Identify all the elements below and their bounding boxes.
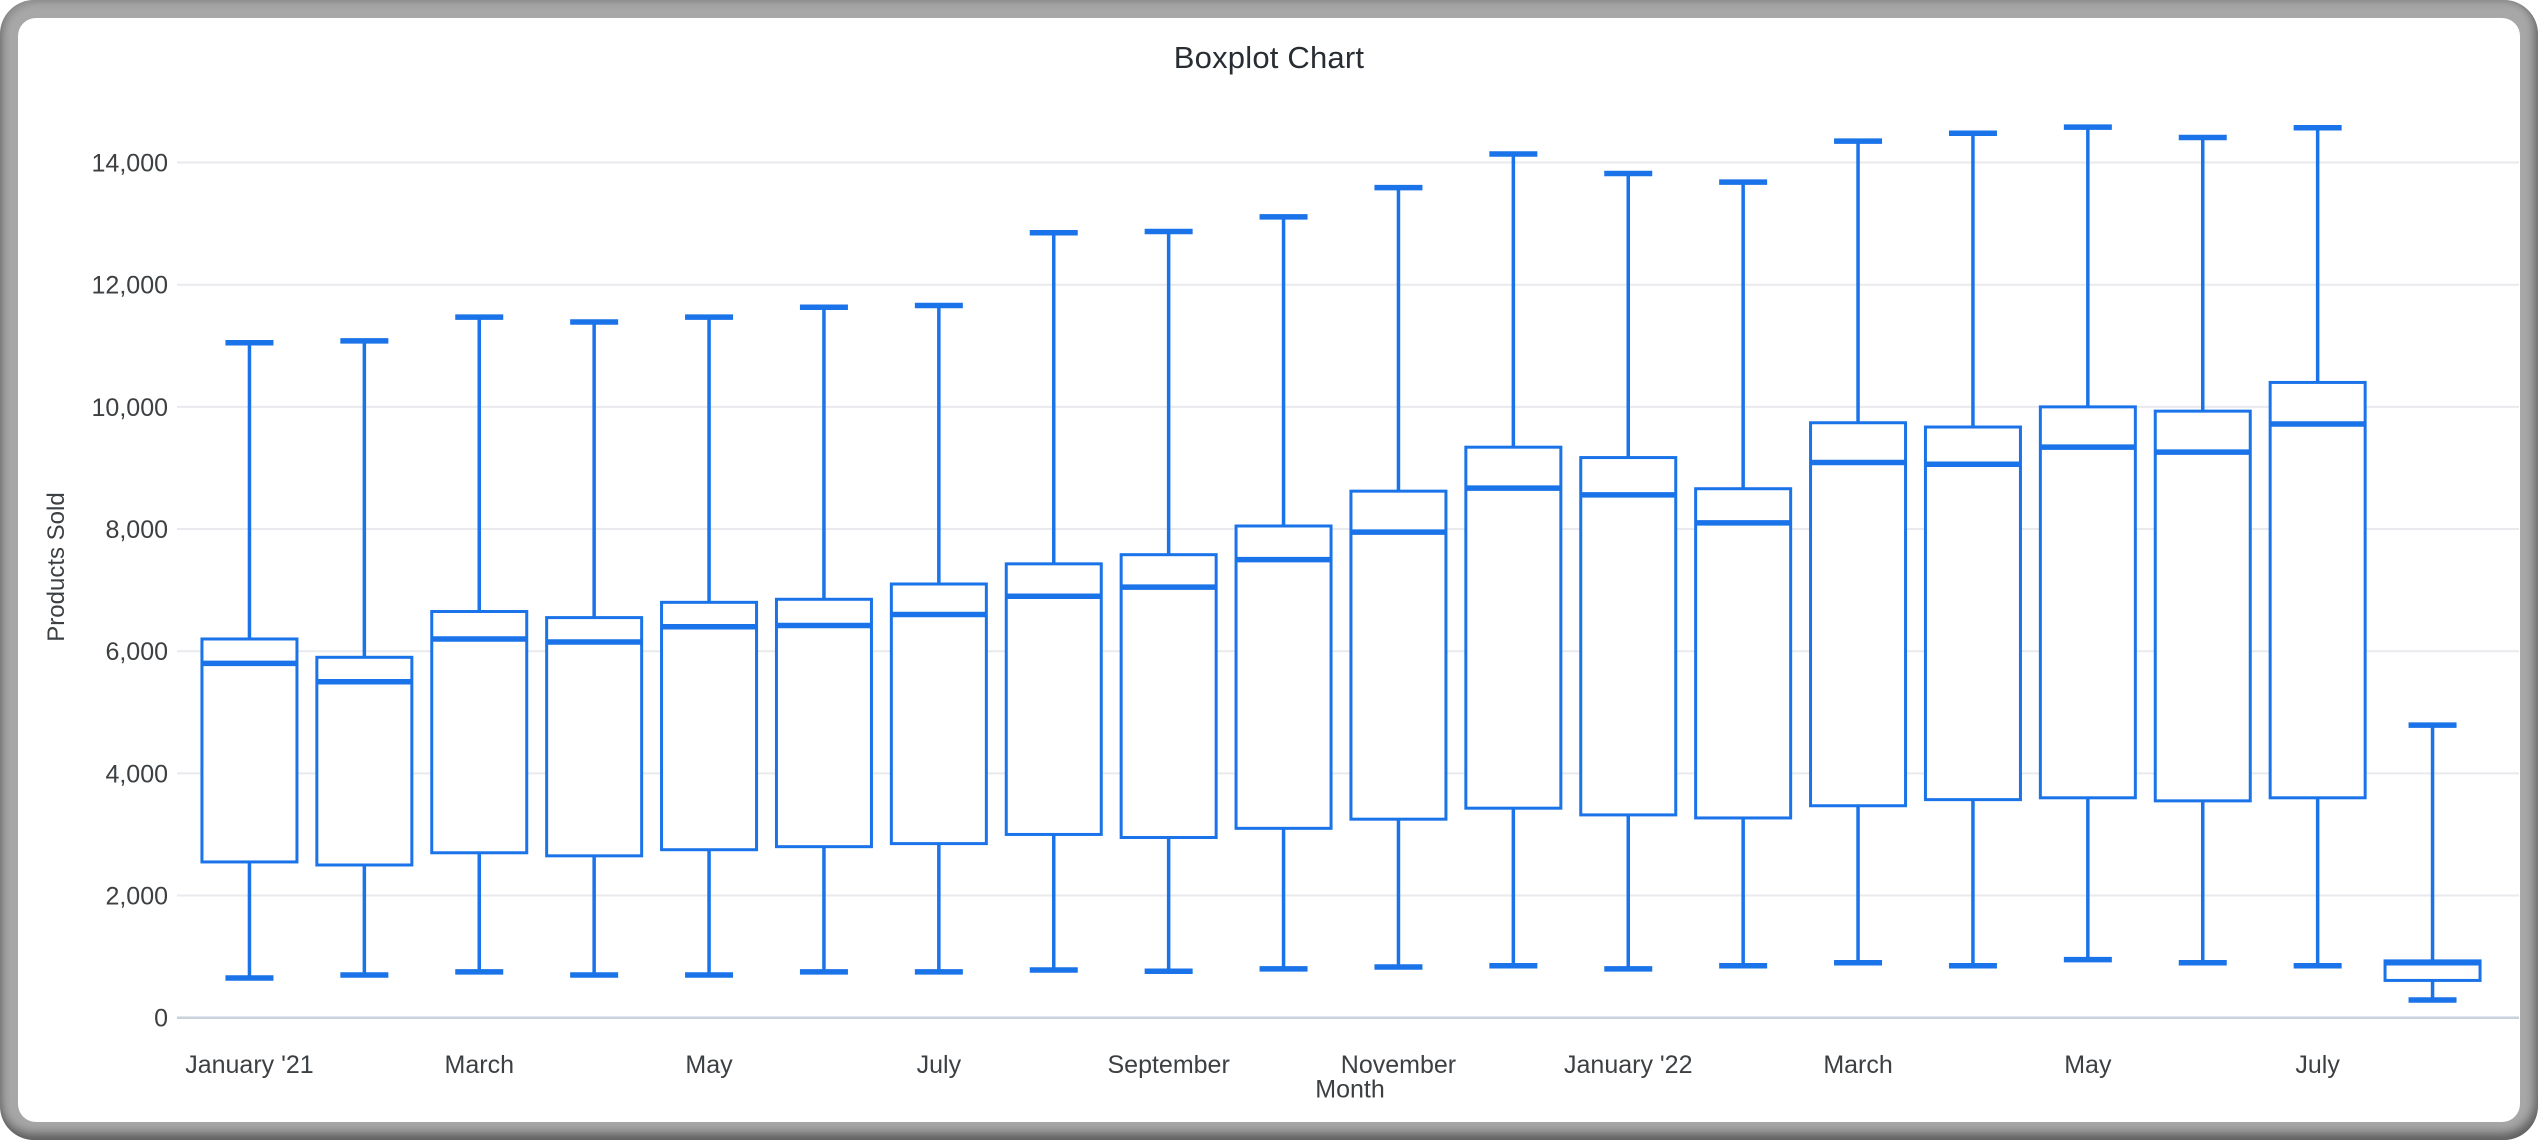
boxplot-7[interactable] bbox=[1004, 230, 1103, 973]
y-tick-label: 14,000 bbox=[92, 150, 168, 178]
iqr-box bbox=[200, 637, 299, 864]
y-tick-label: 6,000 bbox=[105, 638, 168, 666]
x-tick-label: January '22 bbox=[1564, 1051, 1692, 1079]
boxplot-5[interactable] bbox=[774, 304, 873, 975]
x-tick-label: May bbox=[2064, 1051, 2112, 1079]
iqr-box bbox=[1464, 445, 1563, 810]
x-tick-label: July bbox=[2295, 1051, 2340, 1079]
x-tick-label: September bbox=[1108, 1051, 1230, 1079]
iqr-box bbox=[774, 597, 873, 849]
boxplot-11[interactable] bbox=[1464, 151, 1563, 969]
x-tick-label: March bbox=[1823, 1051, 1892, 1079]
x-axis-title: Month bbox=[1315, 1075, 1385, 1104]
iqr-box bbox=[889, 582, 988, 846]
boxplot-0[interactable] bbox=[200, 339, 299, 981]
x-tick-label: July bbox=[917, 1051, 962, 1079]
boxplot-4[interactable] bbox=[660, 314, 759, 978]
iqr-box bbox=[1004, 562, 1103, 836]
iqr-box bbox=[2268, 380, 2367, 800]
boxplot-16[interactable] bbox=[2038, 124, 2137, 963]
boxplot-3[interactable] bbox=[545, 319, 644, 978]
y-tick-label: 0 bbox=[154, 1005, 168, 1033]
iqr-box bbox=[2038, 405, 2137, 800]
x-tick-label: March bbox=[445, 1051, 514, 1079]
iqr-box bbox=[1234, 524, 1333, 830]
x-tick-label: January '21 bbox=[185, 1051, 313, 1079]
iqr-box bbox=[1579, 456, 1678, 817]
chart-title: Boxplot Chart bbox=[1173, 40, 1365, 75]
boxplot-10[interactable] bbox=[1349, 184, 1448, 970]
boxplot-17[interactable] bbox=[2153, 134, 2252, 966]
iqr-box bbox=[1119, 553, 1218, 840]
boxplot-13[interactable] bbox=[1694, 179, 1793, 969]
iqr-box bbox=[1694, 487, 1793, 820]
y-tick-label: 10,000 bbox=[92, 394, 168, 422]
y-tick-label: 12,000 bbox=[92, 272, 168, 300]
y-tick-label: 8,000 bbox=[105, 516, 168, 544]
boxplot-15[interactable] bbox=[1923, 130, 2022, 969]
x-tick-label: November bbox=[1341, 1051, 1456, 1079]
y-tick-label: 4,000 bbox=[105, 760, 168, 788]
boxplot-14[interactable] bbox=[1809, 138, 1908, 966]
boxplot-6[interactable] bbox=[889, 302, 988, 975]
iqr-box bbox=[1349, 489, 1448, 821]
boxplot-1[interactable] bbox=[315, 338, 414, 978]
x-tick-label: May bbox=[685, 1051, 733, 1079]
boxplot-18[interactable] bbox=[2268, 124, 2367, 969]
iqr-box bbox=[660, 600, 759, 852]
boxplot-8[interactable] bbox=[1119, 228, 1218, 975]
boxplot-2[interactable] bbox=[430, 314, 529, 975]
boxplot-12[interactable] bbox=[1579, 170, 1678, 972]
iqr-box bbox=[1809, 421, 1908, 808]
boxplot-19[interactable] bbox=[2383, 722, 2482, 1003]
iqr-box bbox=[2153, 409, 2252, 803]
iqr-box bbox=[1923, 425, 2022, 802]
iqr-box bbox=[315, 655, 414, 867]
boxplot-9[interactable] bbox=[1234, 214, 1333, 972]
iqr-box bbox=[430, 609, 529, 855]
y-tick-label: 2,000 bbox=[105, 883, 168, 911]
iqr-box bbox=[545, 616, 644, 858]
